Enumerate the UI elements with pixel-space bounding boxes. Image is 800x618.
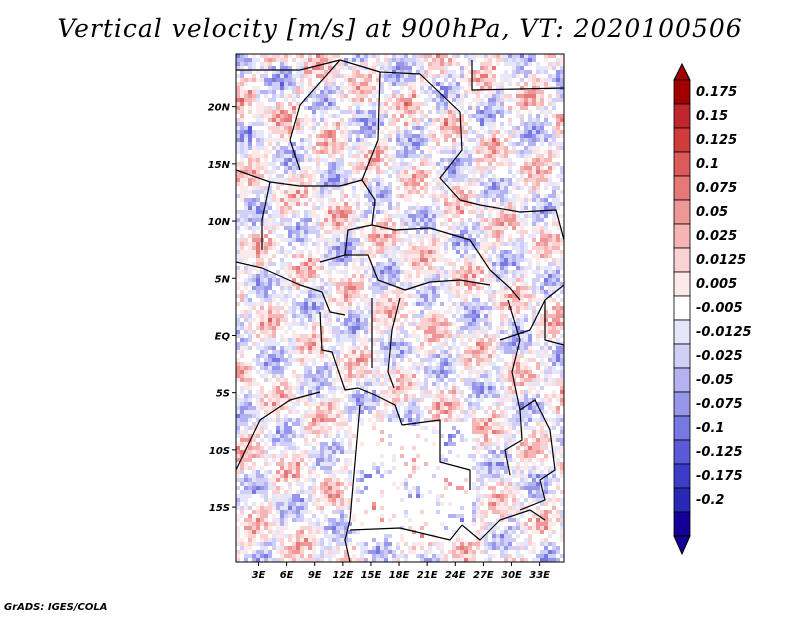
x-tick-label: 18E: [389, 570, 410, 581]
colorbar-swatch: [673, 511, 691, 537]
colorbar-label: -0.2: [696, 493, 724, 508]
colorbar-swatch: [673, 367, 691, 393]
colorbar-swatch: [673, 439, 691, 465]
colorbar-min-arrow: [673, 535, 691, 556]
colorbar-label: 0.075: [696, 181, 737, 196]
colorbar-swatch: [673, 463, 691, 489]
colorbar-label: 0.005: [696, 277, 737, 292]
x-tick-label: 12E: [332, 570, 353, 581]
y-tick-label: 20N: [208, 103, 231, 114]
colorbar-swatch: [673, 151, 691, 177]
colorbar-swatch: [673, 271, 691, 297]
y-axis: 20N 15N 10N 5N EQ 5S 10S 15S: [208, 103, 236, 514]
x-tick-label: 9E: [308, 570, 322, 581]
chart-title: Vertical velocity [m/s] at 900hPa, VT: 2…: [57, 14, 743, 43]
colorbar: 0.175 0.15 0.125 0.1 0.075 0.05 0.025 0.0125 0.0…: [673, 62, 752, 556]
y-tick-label: 15N: [208, 160, 231, 171]
x-axis: 3E 6E 9E 12E 15E 18E 21E 24E 27E 30E 33E: [252, 562, 550, 581]
colorbar-label: 0.125: [696, 133, 737, 148]
y-tick-label: 10N: [208, 217, 231, 228]
colorbar-swatch: [673, 319, 691, 345]
colorbar-swatch: [673, 175, 691, 201]
x-tick-label: 24E: [445, 570, 466, 581]
colorbar-swatch: [673, 391, 691, 417]
colorbar-swatch: [673, 343, 691, 369]
x-tick-label: 33E: [529, 570, 550, 581]
colorbar-label: -0.1: [696, 421, 724, 436]
x-tick-label: 30E: [501, 570, 522, 581]
x-tick-label: 27E: [473, 570, 494, 581]
colorbar-label: -0.005: [696, 301, 743, 316]
colorbar-swatch: [673, 415, 691, 441]
colorbar-label: 0.15: [696, 109, 728, 124]
colorbar-label: 0.0125: [696, 253, 746, 268]
colorbar-label: 0.025: [696, 229, 737, 244]
colorbar-label: 0.175: [696, 85, 737, 100]
vertical-velocity-field: [236, 54, 564, 562]
y-tick-label: 15S: [209, 503, 230, 514]
colorbar-swatch: [673, 127, 691, 153]
colorbar-swatch: [673, 223, 691, 249]
colorbar-swatch: [673, 295, 691, 321]
y-tick-label: 5S: [216, 389, 230, 400]
colorbar-label: -0.175: [696, 469, 743, 484]
colorbar-label: -0.075: [696, 397, 743, 412]
colorbar-max-arrow: [673, 62, 691, 81]
colorbar-swatch: [673, 247, 691, 273]
x-tick-label: 3E: [252, 570, 266, 581]
x-tick-label: 21E: [417, 570, 438, 581]
colorbar-label: -0.125: [696, 445, 743, 460]
y-tick-label: 10S: [209, 446, 230, 457]
colorbar-label: 0.05: [696, 205, 728, 220]
colorbar-label: -0.0125: [696, 325, 752, 340]
colorbar-label: -0.05: [696, 373, 733, 388]
map-frame: [235, 53, 565, 563]
x-tick-label: 6E: [280, 570, 294, 581]
colorbar-swatch: [673, 199, 691, 225]
colorbar-label: 0.1: [696, 157, 719, 172]
footer-credit: GrADS: IGES/COLA: [4, 602, 108, 613]
y-tick-label: EQ: [215, 331, 231, 342]
colorbar-swatch: [673, 103, 691, 129]
colorbar-swatch: [673, 79, 691, 105]
colorbar-swatch: [673, 487, 691, 513]
y-tick-label: 5N: [215, 274, 231, 285]
colorbar-label: -0.025: [696, 349, 743, 364]
country-borders: [236, 59, 564, 562]
x-tick-label: 15E: [361, 570, 382, 581]
